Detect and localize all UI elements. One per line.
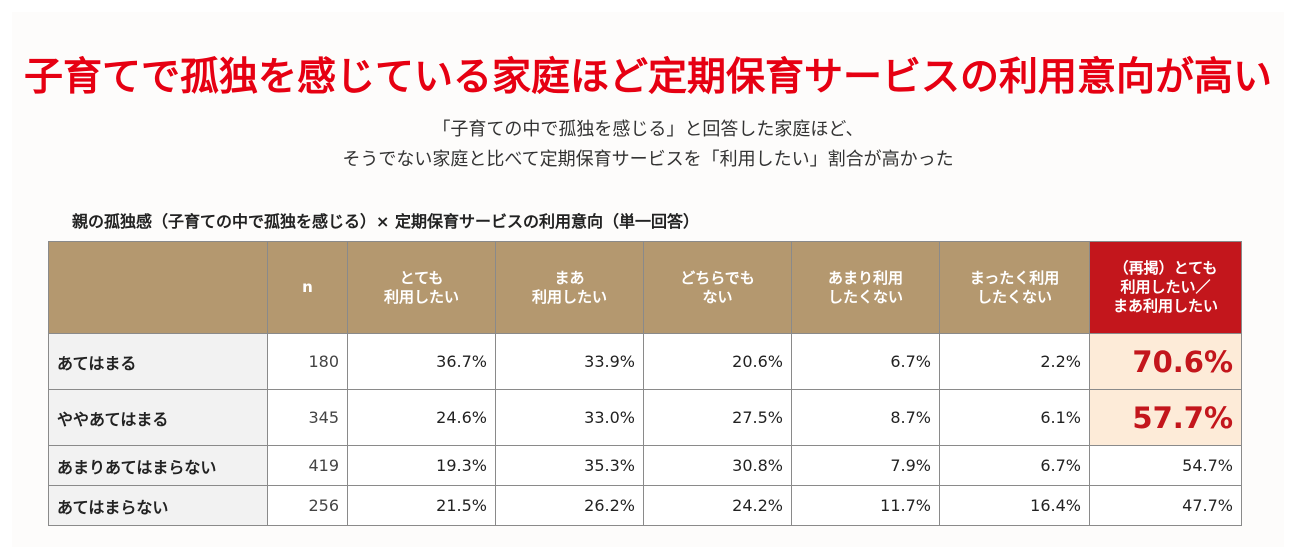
- header-corner-cell: [48, 241, 268, 334]
- table-row: あてはまる 180 36.7% 33.9% 20.6% 6.7% 2.2% 70…: [48, 333, 1242, 390]
- cell-value: 8.7%: [791, 389, 940, 446]
- header-line: ない: [702, 287, 733, 306]
- header-line: あまり利用: [827, 268, 903, 287]
- header-not-willing: まったく利用 したくない: [939, 241, 1090, 334]
- cell-value: 7.9%: [791, 445, 940, 486]
- header-line: どちらでも: [680, 268, 755, 287]
- cell-value: 6.7%: [939, 445, 1090, 486]
- cell-total: 47.7%: [1089, 485, 1242, 526]
- cell-total-highlight: 70.6%: [1089, 333, 1242, 390]
- cell-value: 21.5%: [347, 485, 496, 526]
- header-line: （再掲）とても: [1113, 259, 1218, 277]
- cell-value: 35.3%: [495, 445, 644, 486]
- table-row: ややあてはまる 345 24.6% 33.0% 27.5% 8.7% 6.1% …: [48, 389, 1242, 446]
- cell-value: 26.2%: [495, 485, 644, 526]
- header-line: まあ: [554, 268, 585, 287]
- cell-value: 19.3%: [347, 445, 496, 486]
- header-line: まったく利用: [969, 268, 1060, 287]
- header-line: 利用したい: [383, 287, 459, 306]
- cell-value: 30.8%: [643, 445, 792, 486]
- cell-value: 33.0%: [495, 389, 644, 446]
- cell-value: 6.7%: [791, 333, 940, 390]
- header-line: とても: [399, 268, 444, 287]
- header-line: まあ利用したい: [1112, 297, 1218, 315]
- header-willing-total: （再掲）とても 利用したい／ まあ利用したい: [1089, 241, 1242, 334]
- cell-value: 2.2%: [939, 333, 1090, 390]
- subtitle-line-1: 「子育ての中で孤独を感じる」と回答した家庭ほど、: [432, 119, 864, 140]
- header-n-label: n: [302, 278, 313, 296]
- cell-value: 20.6%: [643, 333, 792, 390]
- subtitle-line-2: そうでない家庭と比べて定期保育サービスを「利用したい」割合が高かった: [342, 149, 954, 170]
- header-somewhat-unwilling: あまり利用 したくない: [791, 241, 940, 334]
- header-line: 利用したい／: [1120, 278, 1211, 296]
- cell-value: 24.6%: [347, 389, 496, 446]
- table-row: あまりあてはまらない 419 19.3% 35.3% 30.8% 7.9% 6.…: [48, 445, 1242, 486]
- cell-total-highlight: 57.7%: [1089, 389, 1242, 446]
- cell-n: 419: [267, 445, 348, 486]
- cell-total: 54.7%: [1089, 445, 1242, 486]
- table-row: あてはまらない 256 21.5% 26.2% 24.2% 11.7% 16.4…: [48, 485, 1242, 526]
- header-very-willing: とても 利用したい: [347, 241, 496, 334]
- row-label: ややあてはまる: [48, 389, 268, 446]
- cell-value: 33.9%: [495, 333, 644, 390]
- survey-table: n とても 利用したい まあ 利用したい どちらでも ない あまり利用 したくない まっ…: [48, 241, 1242, 526]
- header-line: したくない: [827, 287, 903, 306]
- cell-value: 36.7%: [347, 333, 496, 390]
- cell-n: 180: [267, 333, 348, 390]
- page-headline: 子育てで孤独を感じている家庭ほど定期保育サービスの利用意向が高い: [23, 55, 1272, 100]
- cell-value: 11.7%: [791, 485, 940, 526]
- cell-value: 24.2%: [643, 485, 792, 526]
- header-neutral: どちらでも ない: [643, 241, 792, 334]
- header-line: 利用したい: [531, 287, 607, 306]
- cell-value: 27.5%: [643, 389, 792, 446]
- row-label: あまりあてはまらない: [48, 445, 268, 486]
- cell-value: 6.1%: [939, 389, 1090, 446]
- header-line: したくない: [976, 287, 1052, 306]
- cell-n: 256: [267, 485, 348, 526]
- header-n: n: [267, 241, 348, 334]
- row-label: あてはまらない: [48, 485, 268, 526]
- header-somewhat-willing: まあ 利用したい: [495, 241, 644, 334]
- table-header-row: n とても 利用したい まあ 利用したい どちらでも ない あまり利用 したくない まっ…: [48, 241, 1242, 334]
- row-label: あてはまる: [48, 333, 268, 390]
- table-caption: 親の孤独感（子育ての中で孤独を感じる）× 定期保育サービスの利用意向（単一回答）: [72, 212, 699, 231]
- cell-n: 345: [267, 389, 348, 446]
- cell-value: 16.4%: [939, 485, 1090, 526]
